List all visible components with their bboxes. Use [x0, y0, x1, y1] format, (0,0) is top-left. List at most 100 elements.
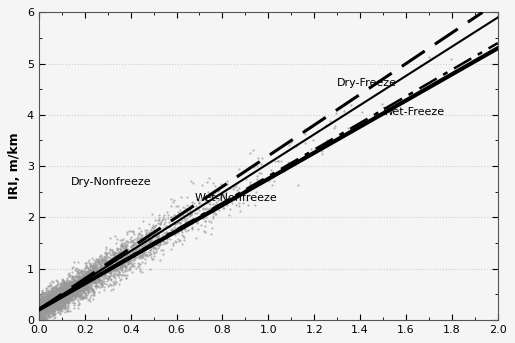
Point [39, 297, 47, 303]
Point [37, 300, 45, 306]
Point [87, 285, 95, 291]
Point [108, 248, 116, 253]
Point [192, 218, 200, 224]
Point [39, 316, 47, 322]
Point [210, 210, 218, 215]
Point [79, 281, 87, 287]
Point [50, 290, 59, 295]
Point [41, 315, 49, 320]
Point [53, 302, 61, 307]
Point [65, 287, 73, 293]
Point [116, 263, 124, 269]
Point [244, 202, 252, 208]
Point [104, 261, 112, 266]
Point [48, 301, 56, 306]
Point [54, 298, 62, 303]
Point [118, 243, 126, 248]
Point [165, 219, 174, 225]
Point [66, 295, 74, 301]
Point [309, 138, 317, 143]
Point [49, 291, 57, 296]
Point [80, 284, 88, 289]
Point [39, 310, 47, 315]
Point [86, 267, 94, 273]
Point [87, 264, 95, 270]
Point [39, 307, 47, 312]
Point [49, 288, 57, 294]
Point [150, 250, 158, 256]
Point [54, 292, 62, 298]
Point [38, 308, 46, 314]
Point [124, 259, 132, 264]
Point [89, 264, 97, 269]
Point [75, 293, 83, 298]
Point [115, 237, 124, 243]
Point [53, 301, 61, 306]
Point [49, 302, 57, 308]
Point [35, 317, 43, 322]
Point [68, 265, 76, 271]
Point [200, 218, 209, 224]
Point [218, 191, 227, 197]
Point [38, 305, 46, 310]
Point [52, 290, 60, 296]
Point [58, 290, 66, 295]
Point [38, 308, 46, 313]
Point [47, 288, 56, 294]
Point [51, 297, 59, 303]
Point [82, 263, 90, 269]
Point [166, 223, 174, 228]
Point [64, 292, 72, 297]
Point [70, 281, 78, 286]
Point [155, 212, 163, 217]
Point [61, 295, 70, 301]
Point [70, 275, 78, 280]
Point [186, 212, 195, 218]
Point [72, 286, 80, 292]
Point [84, 279, 92, 285]
Point [51, 295, 59, 301]
Point [56, 291, 64, 297]
Point [118, 263, 126, 269]
Point [44, 307, 52, 312]
Point [41, 295, 49, 301]
Point [65, 294, 74, 299]
Point [45, 292, 54, 297]
Point [89, 273, 97, 278]
Point [36, 307, 44, 312]
Point [86, 262, 94, 268]
Point [82, 286, 90, 292]
Point [62, 295, 70, 300]
Point [69, 277, 77, 283]
Point [40, 302, 48, 307]
Point [60, 298, 68, 304]
Point [56, 298, 64, 304]
Point [66, 288, 74, 293]
Point [102, 252, 111, 258]
Point [52, 287, 60, 293]
Point [98, 265, 106, 271]
Point [72, 283, 80, 288]
Point [60, 291, 68, 297]
Point [98, 274, 107, 280]
Point [81, 279, 90, 284]
Point [64, 285, 72, 290]
Point [50, 296, 59, 302]
Point [187, 221, 195, 226]
Point [101, 261, 110, 266]
Point [71, 289, 79, 295]
Point [74, 282, 82, 287]
Point [79, 296, 87, 301]
Point [79, 280, 88, 285]
Point [68, 291, 77, 296]
Point [46, 297, 54, 302]
Point [87, 271, 95, 276]
Point [187, 210, 195, 215]
Point [38, 308, 46, 314]
Point [45, 304, 53, 310]
Point [70, 289, 78, 295]
Point [100, 276, 109, 281]
Point [91, 268, 99, 273]
Point [64, 296, 73, 301]
Point [44, 298, 53, 303]
